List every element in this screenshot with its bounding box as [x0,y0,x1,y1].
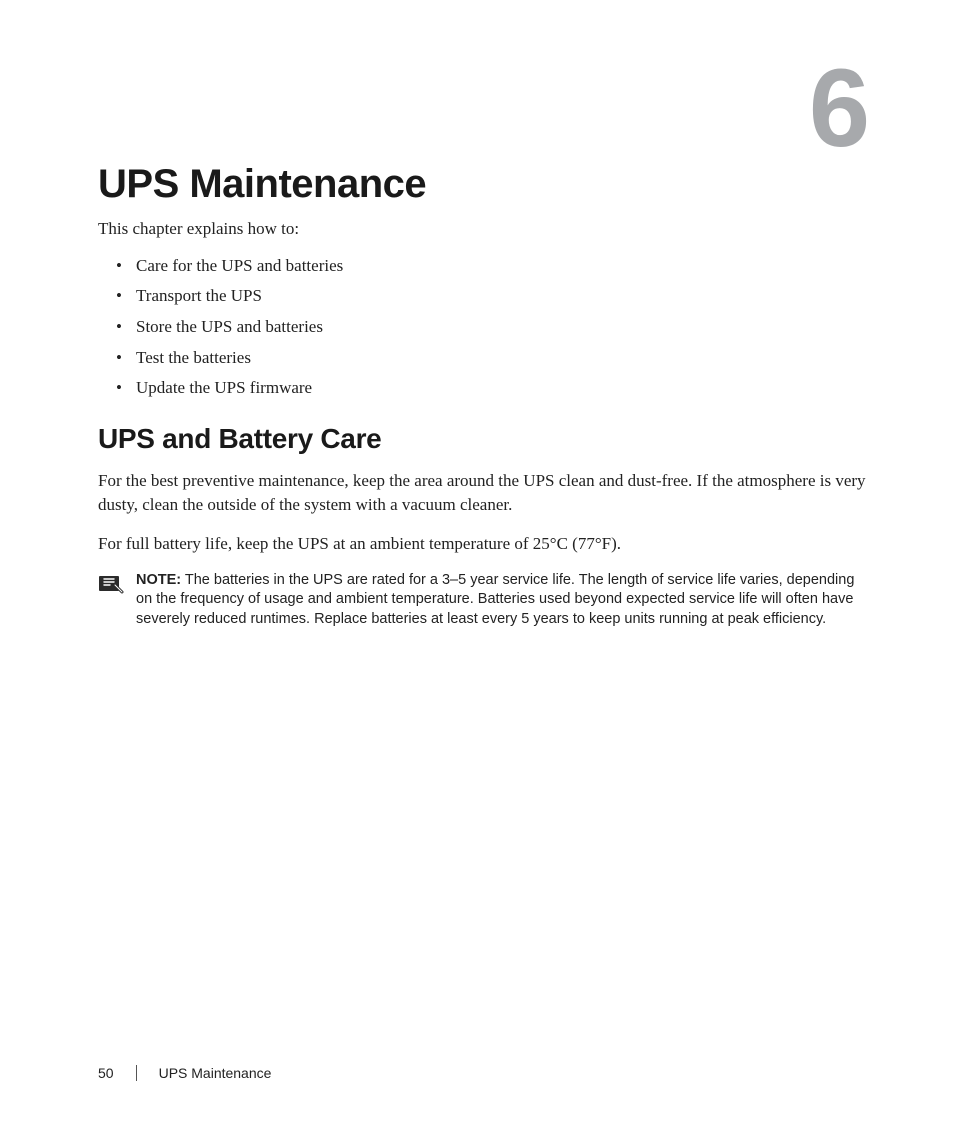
footer-divider [136,1065,137,1081]
list-item: Update the UPS firmware [136,376,866,401]
note-text: NOTE: The batteries in the UPS are rated… [136,571,866,630]
body-paragraph: For full battery life, keep the UPS at a… [98,532,866,557]
note-block: NOTE: The batteries in the UPS are rated… [98,571,866,630]
note-label: NOTE: [136,572,181,588]
intro-bullet-list: Care for the UPS and batteries Transport… [98,254,866,401]
page-footer: 50 UPS Maintenance [98,1065,271,1081]
list-item: Transport the UPS [136,284,866,309]
list-item: Test the batteries [136,346,866,371]
note-body: The batteries in the UPS are rated for a… [136,572,854,627]
chapter-number: 6 [809,54,866,164]
section-heading: UPS and Battery Care [98,423,866,455]
list-item: Store the UPS and batteries [136,315,866,340]
footer-section-label: UPS Maintenance [159,1065,272,1081]
intro-text: This chapter explains how to: [98,217,866,242]
footer-page-number: 50 [98,1065,114,1081]
note-icon [98,573,124,595]
page-title: UPS Maintenance [98,162,866,207]
list-item: Care for the UPS and batteries [136,254,866,279]
body-paragraph: For the best preventive maintenance, kee… [98,469,866,518]
